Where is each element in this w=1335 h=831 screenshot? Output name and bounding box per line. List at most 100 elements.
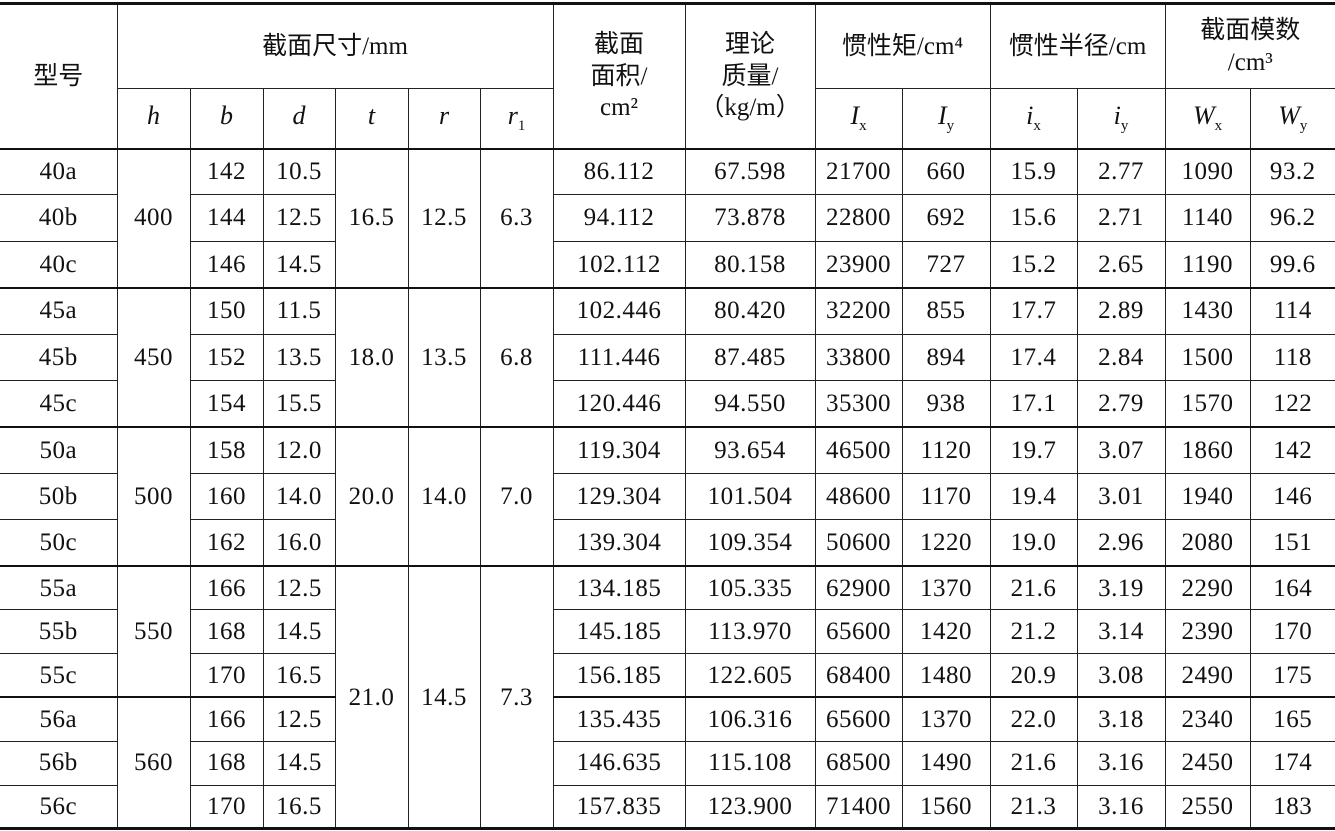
cell-mass: 123.900 bbox=[684, 784, 816, 830]
table-row: 56b 168 14.5 146.635 115.108 68500 1490 21.6 3.1… bbox=[0, 740, 1335, 786]
cell-Wx: 2290 bbox=[1164, 565, 1251, 611]
cell-ix: 19.0 bbox=[989, 519, 1078, 567]
cell-d: 11.5 bbox=[262, 286, 336, 335]
cell-Wx: 2080 bbox=[1164, 519, 1251, 567]
cell-Ix: 65600 bbox=[814, 696, 903, 742]
header-mass-line: 质量/ bbox=[721, 62, 779, 90]
header-area: 截面 面积/ cm² bbox=[552, 3, 686, 149]
cell-d: 12.5 bbox=[262, 565, 336, 611]
cell-Wy: 146 bbox=[1249, 472, 1335, 521]
cell-t: 18.0 bbox=[334, 286, 409, 428]
cell-Ix: 68400 bbox=[814, 653, 903, 698]
header-dim-2-symbol: d bbox=[292, 101, 306, 131]
cell-t: 21.0 bbox=[334, 565, 409, 830]
header-prop-4-subscript: x bbox=[1214, 118, 1223, 135]
cell-Wy: 118 bbox=[1249, 333, 1335, 381]
cell-Wy: 96.2 bbox=[1249, 194, 1335, 242]
cell-Wx: 2450 bbox=[1164, 740, 1251, 786]
cell-r: 14.0 bbox=[407, 425, 481, 567]
header-dim-4: r bbox=[407, 88, 481, 150]
cell-model: 45c bbox=[0, 379, 118, 428]
cell-model: 40b bbox=[0, 194, 118, 242]
cell-model: 55a bbox=[0, 565, 118, 611]
cell-Iy: 1560 bbox=[901, 784, 991, 830]
cell-Wx: 2390 bbox=[1164, 609, 1251, 655]
header-area-line: 面积/ bbox=[590, 62, 648, 90]
cell-model: 50b bbox=[0, 472, 118, 521]
cell-d: 16.0 bbox=[262, 519, 336, 567]
cell-mass: 73.878 bbox=[684, 194, 816, 242]
cell-b: 166 bbox=[189, 696, 264, 742]
cell-Ix: 62900 bbox=[814, 565, 903, 611]
table-row: 50a 500 158 12.0 20.0 14.0 7.0 119.304 93.654 465… bbox=[0, 425, 1335, 567]
header-prop-2: ix bbox=[989, 88, 1078, 150]
cell-r: 14.5 bbox=[407, 565, 481, 830]
cell-iy: 3.07 bbox=[1076, 425, 1166, 474]
cell-d: 16.5 bbox=[262, 784, 336, 830]
header-prop-0: Ix bbox=[814, 88, 903, 150]
cell-Wy: 99.6 bbox=[1249, 240, 1335, 289]
cell-iy: 3.01 bbox=[1076, 472, 1166, 521]
header-prop-1-symbol: I bbox=[937, 101, 947, 131]
cell-Ix: 50600 bbox=[814, 519, 903, 567]
cell-model: 50c bbox=[0, 519, 118, 567]
header-radius: 惯性半径/cm bbox=[989, 3, 1166, 89]
header-mass-line: 理论 bbox=[725, 31, 776, 59]
cell-Wy: 114 bbox=[1249, 286, 1335, 335]
cell-h: 450 bbox=[116, 286, 191, 428]
cell-model: 50a bbox=[0, 425, 118, 474]
cell-Wy: 183 bbox=[1249, 784, 1335, 830]
cell-Wx: 1500 bbox=[1164, 333, 1251, 381]
cell-model: 45a bbox=[0, 286, 118, 335]
cell-area: 145.185 bbox=[552, 609, 686, 655]
cell-Ix: 46500 bbox=[814, 425, 903, 474]
header-prop-4: Wx bbox=[1164, 88, 1251, 150]
cell-Wy: 164 bbox=[1249, 565, 1335, 611]
cell-b: 152 bbox=[189, 333, 264, 381]
header-dim-0: h bbox=[117, 88, 191, 150]
cell-area: 86.112 bbox=[552, 147, 686, 196]
cell-ix: 19.7 bbox=[989, 425, 1078, 474]
header-prop-2-subscript: x bbox=[1033, 118, 1041, 135]
header-modulus-line: 截面模数 bbox=[1200, 17, 1301, 45]
cell-Ix: 71400 bbox=[814, 784, 903, 830]
cell-d: 15.5 bbox=[262, 379, 336, 428]
cell-mass: 122.605 bbox=[684, 653, 816, 698]
cell-Wx: 1140 bbox=[1164, 194, 1251, 242]
cell-Ix: 32200 bbox=[814, 286, 903, 335]
cell-area: 135.435 bbox=[552, 696, 686, 742]
cell-mass: 101.504 bbox=[684, 472, 816, 521]
header-prop-3-symbol: i bbox=[1113, 101, 1121, 131]
cell-mass: 94.550 bbox=[684, 379, 816, 428]
header-dim-1: b bbox=[189, 88, 264, 150]
cell-Wy: 174 bbox=[1249, 740, 1335, 786]
cell-b: 166 bbox=[189, 565, 264, 611]
cell-mass: 93.654 bbox=[684, 425, 816, 474]
cell-Wy: 170 bbox=[1249, 609, 1335, 655]
cell-Iy: 1220 bbox=[901, 519, 991, 567]
cell-area: 102.112 bbox=[552, 240, 686, 289]
cell-Iy: 660 bbox=[901, 147, 991, 196]
cell-h: 400 bbox=[116, 147, 191, 289]
header-dim-4-symbol: r bbox=[438, 101, 450, 131]
cell-area: 111.446 bbox=[552, 333, 686, 381]
table-row: 45b 152 13.5 111.446 87.485 33800 894 17.4 2.84 1… bbox=[0, 333, 1335, 381]
header-prop-3: iy bbox=[1076, 88, 1166, 150]
table-row: 40c 146 14.5 102.112 80.158 23900 727 15.2 2.65 1… bbox=[0, 240, 1335, 289]
cell-iy: 2.77 bbox=[1076, 147, 1166, 196]
cell-iy: 3.16 bbox=[1076, 784, 1166, 830]
cell-Wx: 1430 bbox=[1164, 286, 1251, 335]
cell-d: 10.5 bbox=[262, 147, 336, 196]
header-dim-3-symbol: t bbox=[367, 101, 376, 131]
cell-Ix: 33800 bbox=[814, 333, 903, 381]
cell-d: 12.0 bbox=[262, 425, 336, 474]
cell-Iy: 1170 bbox=[901, 472, 991, 521]
cell-mass: 115.108 bbox=[684, 740, 816, 786]
cell-Ix: 22800 bbox=[814, 194, 903, 242]
cell-iy: 3.08 bbox=[1076, 653, 1166, 698]
cell-ix: 21.6 bbox=[989, 565, 1078, 611]
cell-r: 12.5 bbox=[407, 147, 481, 289]
cell-ix: 15.9 bbox=[989, 147, 1078, 196]
cell-Ix: 48600 bbox=[814, 472, 903, 521]
cell-Wy: 175 bbox=[1249, 653, 1335, 698]
